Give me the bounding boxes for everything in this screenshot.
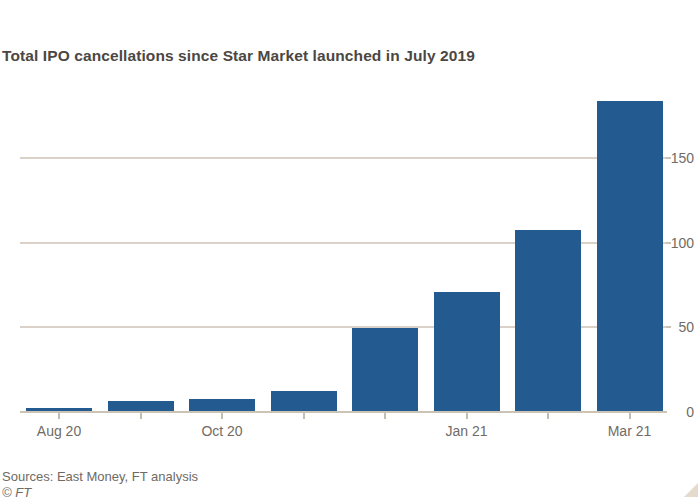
x-axis-label-aug-20: Aug 20 [24,423,94,439]
y-axis-label-50: 50 [668,319,694,335]
bar-feb-21 [515,230,581,411]
bar-jan-21 [434,292,500,411]
ft-copyright: © FT [2,485,31,500]
x-tick-feb-21 [547,412,549,419]
x-tick-sep-20 [140,412,142,419]
ft-chart-page: { "title": "Total IPO cancellations sinc… [0,0,700,500]
bar-mar-21 [597,101,663,411]
ft-corner-triangle-icon [684,483,698,497]
x-axis-line [20,411,667,413]
bar-aug-20 [26,408,92,411]
y-axis-label-100: 100 [668,235,694,251]
y-axis-label-0: 0 [668,404,694,420]
y-axis-label-150: 150 [668,150,694,166]
x-tick-mar-21 [629,412,631,419]
plot-area [20,90,666,412]
chart-title: Total IPO cancellations since Star Marke… [2,47,475,65]
x-axis-label-mar-21: Mar 21 [595,423,665,439]
bar-sep-20 [108,401,174,411]
x-tick-dec-20 [384,412,386,419]
x-tick-nov-20 [303,412,305,419]
x-tick-aug-20 [58,412,60,419]
x-tick-oct-20 [221,412,223,419]
x-axis-label-jan-21: Jan 21 [432,423,502,439]
x-axis-label-oct-20: Oct 20 [187,423,257,439]
x-tick-jan-21 [466,412,468,419]
bar-nov-20 [271,391,337,411]
gridline-150 [20,157,666,159]
bar-dec-20 [352,328,418,411]
bar-oct-20 [189,399,255,411]
source-line: Sources: East Money, FT analysis [2,469,198,484]
